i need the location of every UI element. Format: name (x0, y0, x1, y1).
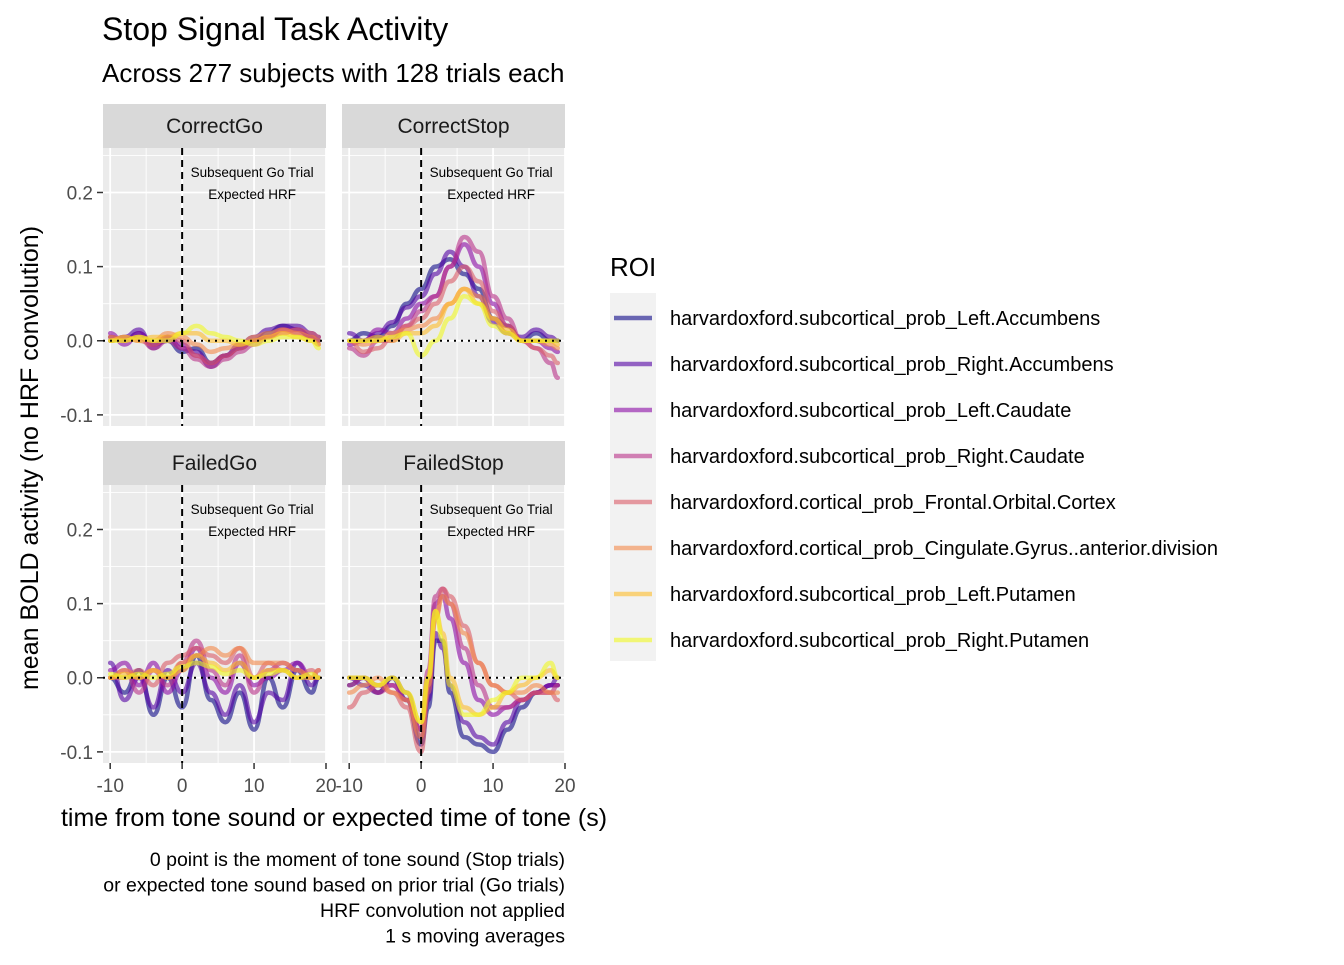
strip-background (103, 104, 326, 148)
series-lines (346, 234, 561, 381)
series-line (107, 323, 322, 351)
legend-entry: harvardoxford.subcortical_prob_Left.Accu… (614, 308, 1100, 330)
annotation-expected-hrf: Expected HRF (208, 524, 296, 539)
x-axis-title: time from tone sound or expected time of… (61, 804, 607, 832)
caption-line: 1 s moving averages (385, 926, 565, 948)
annotation-subsequent-go: Subsequent Go Trial (430, 502, 553, 517)
x-tick-label: 10 (243, 776, 264, 797)
legend-label: harvardoxford.cortical_prob_Frontal.Orbi… (670, 492, 1116, 514)
panel-correctstop: CorrectStop Subsequent Go Trial Expected H… (342, 104, 566, 426)
annotation-subsequent-go: Subsequent Go Trial (430, 165, 553, 180)
y-tick-label: 0.1 (67, 595, 93, 616)
strip-background (342, 441, 565, 485)
series-line (346, 264, 561, 366)
series-line (107, 660, 322, 725)
series-line (107, 660, 322, 680)
annotation-subsequent-go: Subsequent Go Trial (191, 165, 314, 180)
annotation-expected-hrf: Expected HRF (447, 187, 535, 202)
legend-entry: harvardoxford.subcortical_prob_Left.Caud… (614, 400, 1071, 422)
legend-label: harvardoxford.subcortical_prob_Right.Put… (670, 630, 1089, 652)
panel-failedgo: FailedGo Subsequent Go Trial Expected HRF -… (60, 441, 337, 797)
strip-background (103, 441, 326, 485)
series-line (346, 294, 561, 358)
series-line (346, 593, 561, 740)
x-tick-label: 0 (177, 776, 188, 797)
series-lines (107, 638, 322, 732)
y-tick-label: 0.1 (67, 258, 93, 279)
panel-failedstop: FailedStop Subsequent Go Trial Expected HR… (335, 441, 576, 797)
panel-correctgo: CorrectGo Subsequent Go Trial Expected HRF… (60, 104, 327, 427)
x-tick-label: 10 (482, 776, 503, 797)
x-tick-label: -10 (96, 776, 123, 797)
legend-label: harvardoxford.subcortical_prob_Right.Acc… (670, 354, 1114, 376)
legend-entry: harvardoxford.cortical_prob_Frontal.Orbi… (614, 492, 1116, 514)
legend-label: harvardoxford.subcortical_prob_Left.Caud… (670, 400, 1071, 422)
y-tick-label: 0.2 (67, 520, 93, 541)
chart-subtitle: Across 277 subjects with 128 trials each (102, 58, 564, 88)
strip-background (342, 104, 565, 148)
y-tick-label: 0.0 (67, 669, 93, 690)
caption-line: or expected tone sound based on prior tr… (103, 875, 565, 897)
legend-title: ROI (610, 252, 656, 282)
y-tick-label: 0.2 (67, 183, 93, 204)
panels: CorrectGo Subsequent Go Trial Expected HRF… (60, 104, 576, 797)
strip-label: CorrectStop (397, 115, 509, 138)
x-tick-label: 20 (315, 776, 336, 797)
legend-entry: harvardoxford.subcortical_prob_Right.Put… (614, 630, 1089, 652)
caption-line: HRF convolution not applied (320, 900, 565, 922)
legend-label: harvardoxford.subcortical_prob_Right.Cau… (670, 446, 1085, 468)
y-tick-label: -0.1 (60, 406, 93, 427)
strip-label: CorrectGo (166, 115, 263, 138)
panel-background (342, 148, 565, 426)
legend-entry: harvardoxford.subcortical_prob_Left.Puta… (614, 584, 1076, 606)
strip-label: FailedStop (403, 452, 503, 475)
chart-title: Stop Signal Task Activity (102, 11, 448, 47)
x-tick-label: -10 (335, 776, 362, 797)
legend-key-background (610, 293, 656, 661)
y-tick-label: -0.1 (60, 743, 93, 764)
y-axis-title: mean BOLD activity (no HRF convolution) (16, 226, 44, 690)
panel-background (103, 148, 326, 426)
panel-background (103, 485, 326, 763)
x-tick-label: 20 (554, 776, 575, 797)
y-tick-label: 0.0 (67, 332, 93, 353)
legend-entry: harvardoxford.subcortical_prob_Right.Cau… (614, 446, 1085, 468)
legend-label: harvardoxford.subcortical_prob_Left.Accu… (670, 308, 1100, 330)
caption: 0 point is the moment of tone sound (Sto… (103, 849, 565, 948)
caption-line: 0 point is the moment of tone sound (Sto… (150, 849, 565, 871)
annotation-subsequent-go: Subsequent Go Trial (191, 502, 314, 517)
annotation-expected-hrf: Expected HRF (447, 524, 535, 539)
legend-label: harvardoxford.subcortical_prob_Left.Puta… (670, 584, 1076, 606)
strip-label: FailedGo (172, 452, 257, 475)
series-lines (107, 323, 322, 369)
annotation-expected-hrf: Expected HRF (208, 187, 296, 202)
legend-entry: harvardoxford.cortical_prob_Cingulate.Gy… (614, 538, 1218, 560)
legend-label: harvardoxford.cortical_prob_Cingulate.Gy… (670, 538, 1218, 560)
x-tick-label: 0 (416, 776, 427, 797)
legend: ROI harvardoxford.subcortical_prob_Left.A… (610, 252, 1218, 661)
legend-entry: harvardoxford.subcortical_prob_Right.Acc… (614, 354, 1114, 376)
